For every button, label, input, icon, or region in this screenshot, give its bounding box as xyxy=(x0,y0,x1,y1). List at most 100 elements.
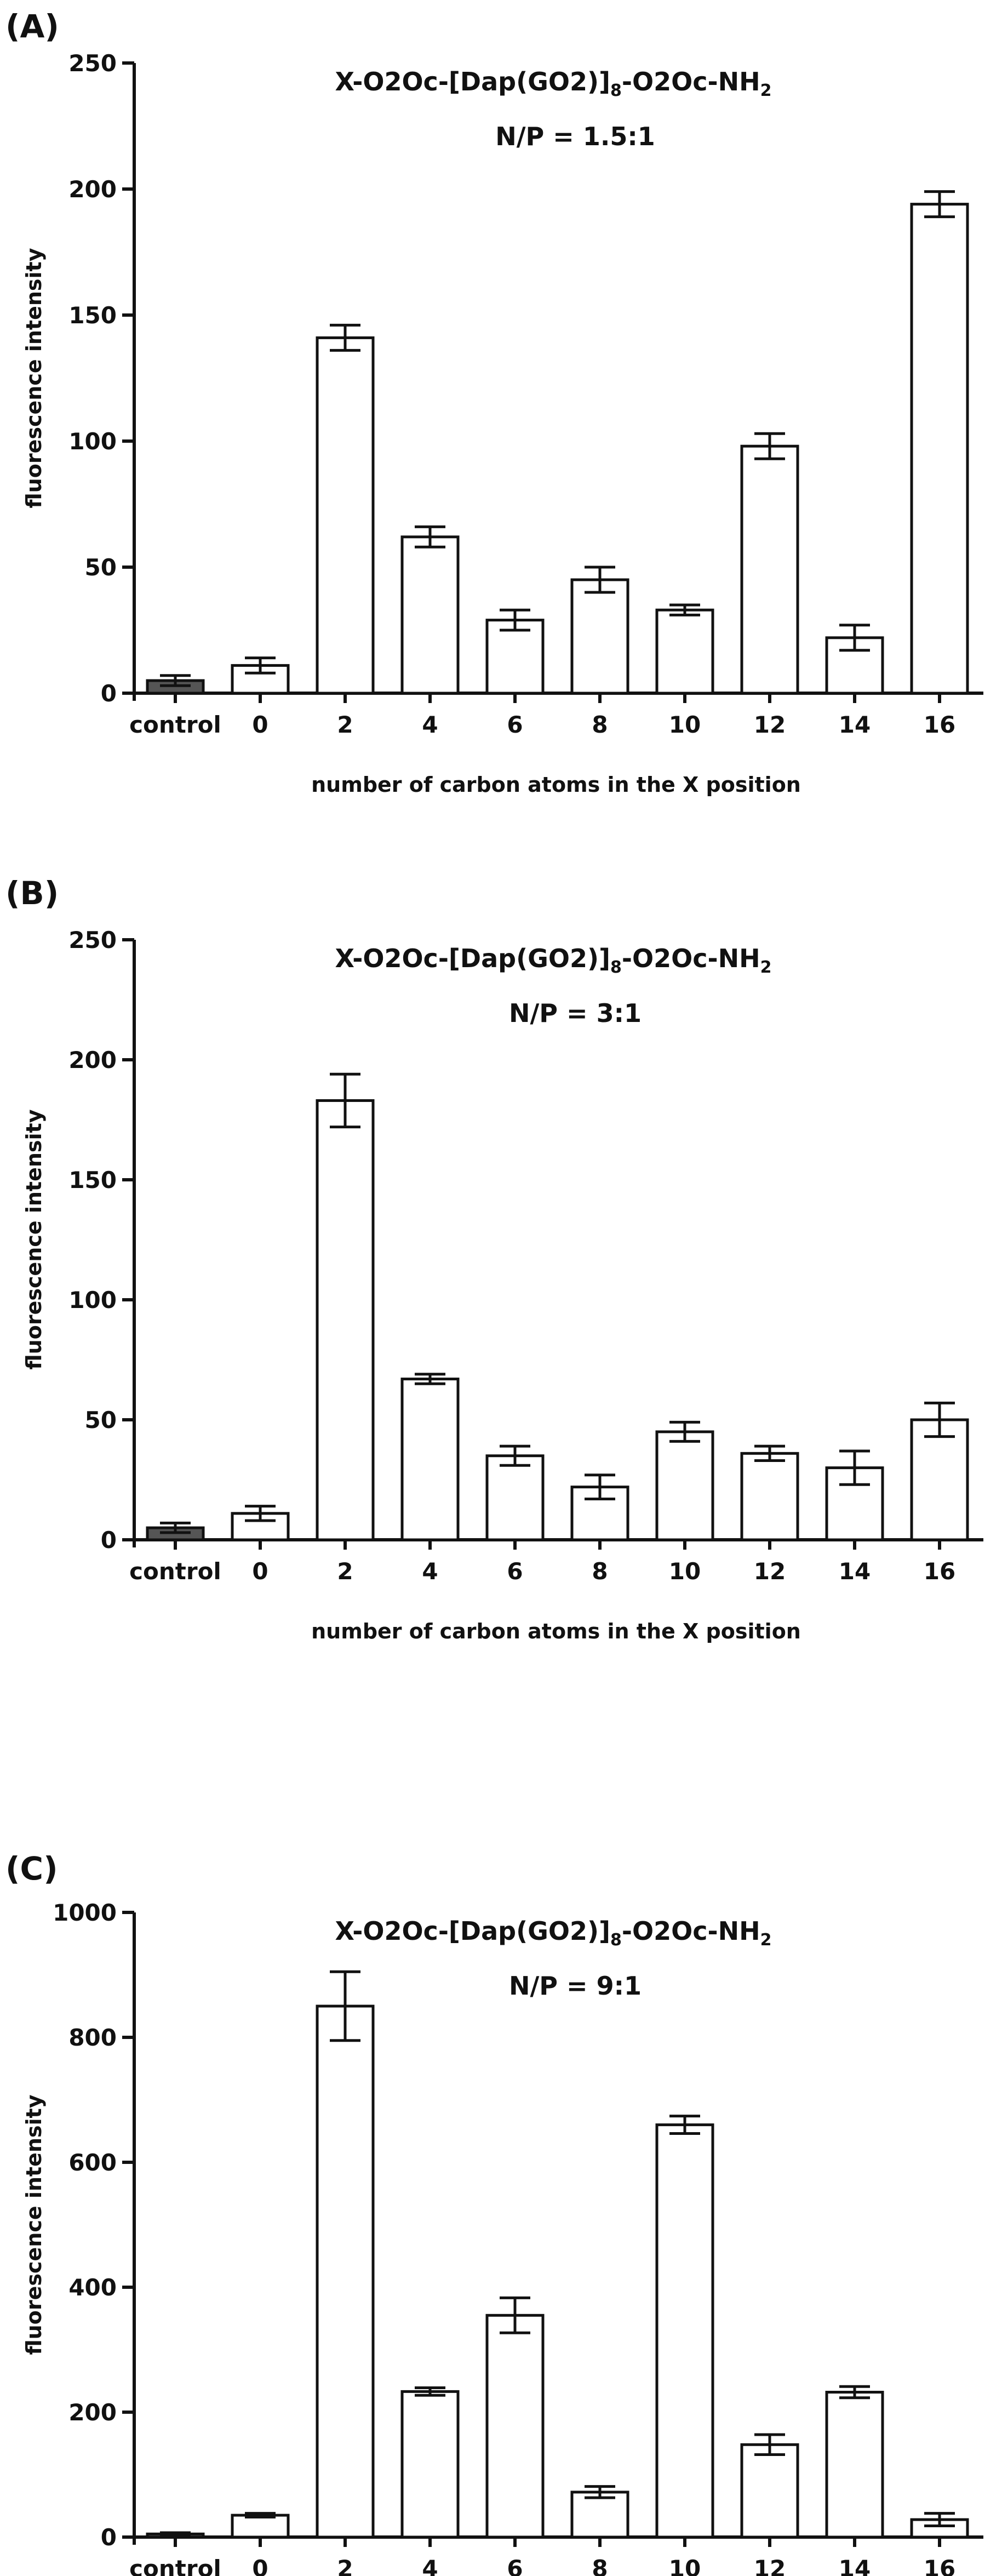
error-bar xyxy=(585,566,615,594)
y-tick-label: 400 xyxy=(68,2274,117,2301)
x-tick-label: 2 xyxy=(337,2555,353,2576)
bar xyxy=(400,535,460,695)
error-bar xyxy=(924,2512,955,2527)
error-bar xyxy=(160,1521,191,1534)
y-tick-label: 200 xyxy=(68,176,117,203)
error-bar xyxy=(245,1505,276,1522)
x-tick-label: 16 xyxy=(924,711,955,738)
error-bar xyxy=(415,525,445,549)
bar xyxy=(400,1378,460,1541)
bar xyxy=(910,203,969,695)
bar xyxy=(740,2443,799,2539)
y-tick-label: 50 xyxy=(85,554,117,581)
chart-subtitle: N/P = 3:1 xyxy=(509,998,642,1028)
bar xyxy=(570,2491,629,2539)
x-tick-label: 10 xyxy=(669,2555,701,2576)
bar xyxy=(655,1430,714,1541)
error-bar xyxy=(330,1970,360,2042)
error-bar xyxy=(245,656,276,675)
bar xyxy=(740,1452,799,1541)
error-bar xyxy=(924,1401,955,1438)
error-bar xyxy=(669,603,700,616)
x-tick-label: 0 xyxy=(252,2555,268,2576)
y-tick-label: 1000 xyxy=(53,1899,117,1926)
y-tick-label: 800 xyxy=(68,2024,117,2051)
x-tick-label: 4 xyxy=(422,1558,438,1585)
y-tick-label: 250 xyxy=(68,50,117,77)
bar xyxy=(485,1454,545,1541)
bar xyxy=(655,608,714,695)
x-tick-label: 6 xyxy=(507,1558,523,1585)
y-tick-label: 0 xyxy=(101,680,117,707)
y-tick-label: 250 xyxy=(68,927,117,953)
x-tick-label: 10 xyxy=(669,1558,701,1585)
x-tick-label: 8 xyxy=(592,1558,608,1585)
bar xyxy=(655,2123,714,2539)
y-tick-label: 150 xyxy=(68,1167,117,1193)
bar xyxy=(316,1099,375,1541)
y-tick-label: 50 xyxy=(85,1407,117,1433)
bar xyxy=(316,2004,375,2539)
error-bar xyxy=(839,1449,870,1486)
error-bar xyxy=(245,2512,276,2519)
error-bar xyxy=(669,2115,700,2135)
bar xyxy=(910,1418,969,1541)
bar xyxy=(316,336,375,695)
x-tick-label: 10 xyxy=(669,711,701,738)
error-bar xyxy=(754,1444,785,1462)
error-bar xyxy=(330,323,360,352)
y-tick-label: 150 xyxy=(68,302,117,329)
panel-label: (A) xyxy=(5,8,59,45)
chart-panel: (B) X-O2Oc-[Dap(GO2)]8-O2Oc-NH2 N/P = 3:1 0… xyxy=(5,875,983,1643)
error-bar xyxy=(669,1420,700,1443)
bar xyxy=(740,444,799,695)
y-axis-label: fluorescence intensity xyxy=(22,248,46,508)
chart-panel: (C) X-O2Oc-[Dap(GO2)]8-O2Oc-NH2 N/P = 9:1 0… xyxy=(5,1850,983,2576)
y-tick-label: 200 xyxy=(68,1047,117,1073)
y-tick-label: 0 xyxy=(101,2524,117,2551)
y-axis-label: fluorescence intensity xyxy=(22,2094,46,2355)
error-bar xyxy=(160,674,191,687)
x-axis-label: number of carbon atoms in the X position xyxy=(311,1619,801,1643)
chart-title: X-O2Oc-[Dap(GO2)]8-O2Oc-NH2 xyxy=(335,67,772,100)
x-tick-label: 2 xyxy=(337,1558,353,1585)
x-tick-label: 0 xyxy=(252,1558,268,1585)
x-axis-label: number of carbon atoms in the X position xyxy=(311,773,801,797)
error-bar xyxy=(585,1473,615,1501)
error-bar xyxy=(924,190,955,219)
error-bar xyxy=(585,2485,615,2499)
x-tick-label: control xyxy=(129,2555,221,2576)
error-bar xyxy=(754,2433,785,2457)
y-axis-label: fluorescence intensity xyxy=(22,1109,46,1369)
x-tick-label: 0 xyxy=(252,711,268,738)
x-tick-label: 12 xyxy=(754,1558,786,1585)
chart-title: X-O2Oc-[Dap(GO2)]8-O2Oc-NH2 xyxy=(335,1916,772,1950)
x-tick-label: 14 xyxy=(839,711,871,738)
chart-title: X-O2Oc-[Dap(GO2)]8-O2Oc-NH2 xyxy=(335,944,772,977)
panel-label: (B) xyxy=(5,875,59,912)
x-tick-label: 12 xyxy=(754,2555,786,2576)
y-tick-label: 600 xyxy=(68,2149,117,2176)
x-tick-label: control xyxy=(129,1558,221,1585)
x-tick-label: 6 xyxy=(507,2555,523,2576)
error-bar xyxy=(500,1444,530,1467)
error-bar xyxy=(754,432,785,460)
bar xyxy=(485,2314,545,2539)
x-tick-label: control xyxy=(129,711,221,738)
error-bar xyxy=(500,608,530,632)
bar xyxy=(570,578,629,695)
x-tick-label: 16 xyxy=(924,1558,955,1585)
error-bar xyxy=(160,2531,191,2537)
x-tick-label: 8 xyxy=(592,711,608,738)
y-tick-label: 100 xyxy=(68,1287,117,1313)
error-bar xyxy=(500,2296,530,2334)
x-tick-label: 14 xyxy=(839,1558,871,1585)
error-bar xyxy=(415,2386,445,2397)
bar xyxy=(825,2391,884,2539)
x-tick-label: 4 xyxy=(422,711,438,738)
y-tick-label: 100 xyxy=(68,428,117,455)
y-tick-label: 200 xyxy=(68,2399,117,2426)
x-tick-label: 12 xyxy=(754,711,786,738)
x-tick-label: 8 xyxy=(592,2555,608,2576)
